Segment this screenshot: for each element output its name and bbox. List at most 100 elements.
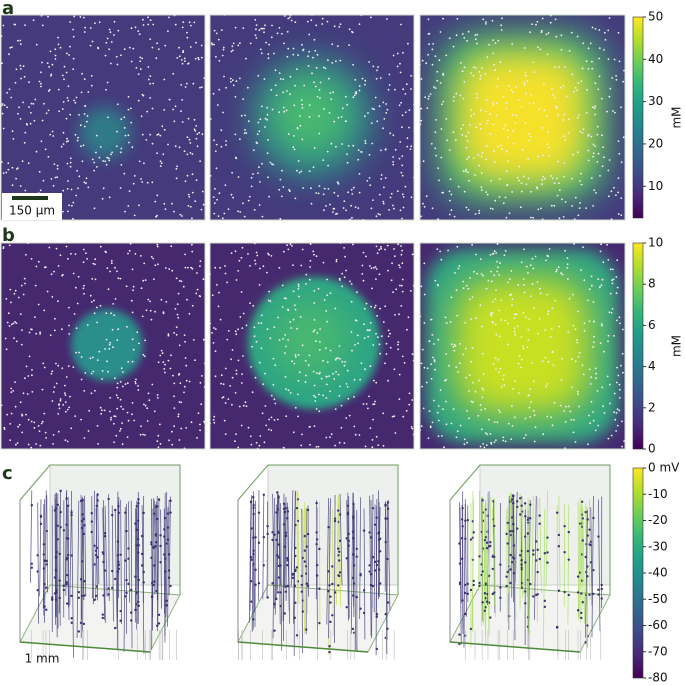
neuron-node [136, 551, 140, 554]
cell-dot [116, 130, 118, 133]
cell-dot [433, 399, 435, 402]
cell-dot [234, 250, 237, 253]
neuron-node [153, 512, 156, 515]
cell-dot [327, 188, 330, 190]
cell-dot [563, 66, 566, 68]
cell-dot [581, 131, 584, 134]
cell-dot [406, 145, 409, 148]
neuron-node [592, 568, 595, 572]
cell-dot [2, 247, 5, 250]
cell-dot [576, 89, 579, 92]
cell-dot [230, 81, 232, 83]
cell-dot [507, 343, 510, 346]
cell-dot [497, 266, 499, 269]
cell-dot [120, 54, 122, 57]
cell-dot [269, 337, 272, 340]
cell-dot [126, 326, 128, 328]
neuron-fiber [326, 498, 329, 625]
neuron-node [584, 510, 587, 514]
cell-dot [500, 144, 503, 147]
cell-dot [19, 313, 22, 315]
cell-dot [265, 41, 267, 44]
neuron-node [159, 561, 162, 564]
cell-dot [163, 368, 166, 370]
neuron-node [303, 549, 307, 552]
cell-dot [225, 144, 227, 146]
neuron-node [478, 581, 481, 585]
cell-dot [175, 333, 178, 336]
cell-dot [473, 113, 476, 115]
cell-dot [230, 252, 233, 254]
cell-dot [327, 59, 329, 62]
cell-dot [346, 153, 348, 156]
cell-dot [151, 107, 154, 110]
cell-dot [467, 30, 470, 33]
cell-dot [289, 75, 292, 78]
cell-dot [514, 380, 517, 382]
cell-dot [258, 130, 261, 133]
cell-dot [52, 184, 55, 187]
cell-dot [198, 58, 200, 61]
neuron-node [306, 508, 310, 512]
cell-dot [180, 59, 183, 61]
cell-dot [590, 275, 593, 278]
cell-dot [294, 197, 297, 200]
cell-dot [264, 372, 266, 375]
cell-dot [253, 209, 256, 211]
cell-dot [330, 433, 333, 436]
neuron-node [588, 593, 591, 596]
cell-dot [286, 244, 288, 247]
neuron-fiber [558, 496, 561, 593]
cell-dot [97, 443, 99, 445]
cell-dot [528, 102, 531, 105]
cell-dot [117, 396, 119, 399]
cell-dot [54, 58, 57, 60]
cell-dot [533, 409, 535, 412]
neuron-node [337, 509, 340, 512]
cell-dot [432, 343, 435, 345]
cell-dot [516, 176, 519, 179]
cell-dot [106, 360, 108, 363]
cell-dot [426, 107, 429, 109]
cell-dot [375, 381, 378, 384]
cell-dot [375, 278, 377, 280]
cell-dot [396, 52, 399, 55]
cell-dot [137, 30, 140, 32]
neuron-node [101, 613, 104, 616]
cell-dot [523, 81, 526, 84]
cell-dot [609, 87, 612, 90]
cell-dot [67, 210, 69, 213]
cell-dot [435, 154, 438, 157]
cell-dot [469, 124, 471, 126]
cell-dot [6, 91, 8, 94]
cell-dot [200, 56, 203, 59]
cell-dot [161, 352, 164, 355]
cell-dot [520, 182, 523, 185]
cell-dot [420, 215, 422, 218]
cell-dot [43, 366, 46, 369]
cell-dot [140, 287, 143, 290]
cell-dot [526, 80, 529, 82]
cell-dot [389, 196, 392, 199]
cell-dot [448, 364, 450, 367]
cell-dot [515, 114, 518, 117]
neuron-node [338, 513, 342, 516]
cell-dot [107, 370, 109, 373]
neuron-node [369, 536, 373, 539]
cell-dot [401, 249, 403, 252]
neuron-node [271, 538, 274, 542]
cell-dot [289, 243, 292, 246]
cell-dot [164, 363, 167, 366]
neuron-node [77, 630, 81, 633]
cell-dot [338, 441, 341, 444]
cell-dot [132, 285, 135, 288]
cell-dot [445, 378, 448, 381]
cell-dot [574, 328, 577, 331]
cell-dot [485, 99, 488, 102]
neuron-node [96, 555, 99, 559]
cell-dot [68, 324, 70, 327]
cell-dot [149, 75, 152, 77]
cell-dot [263, 27, 265, 30]
cell-dot [512, 142, 515, 145]
neuron-node [303, 534, 307, 538]
